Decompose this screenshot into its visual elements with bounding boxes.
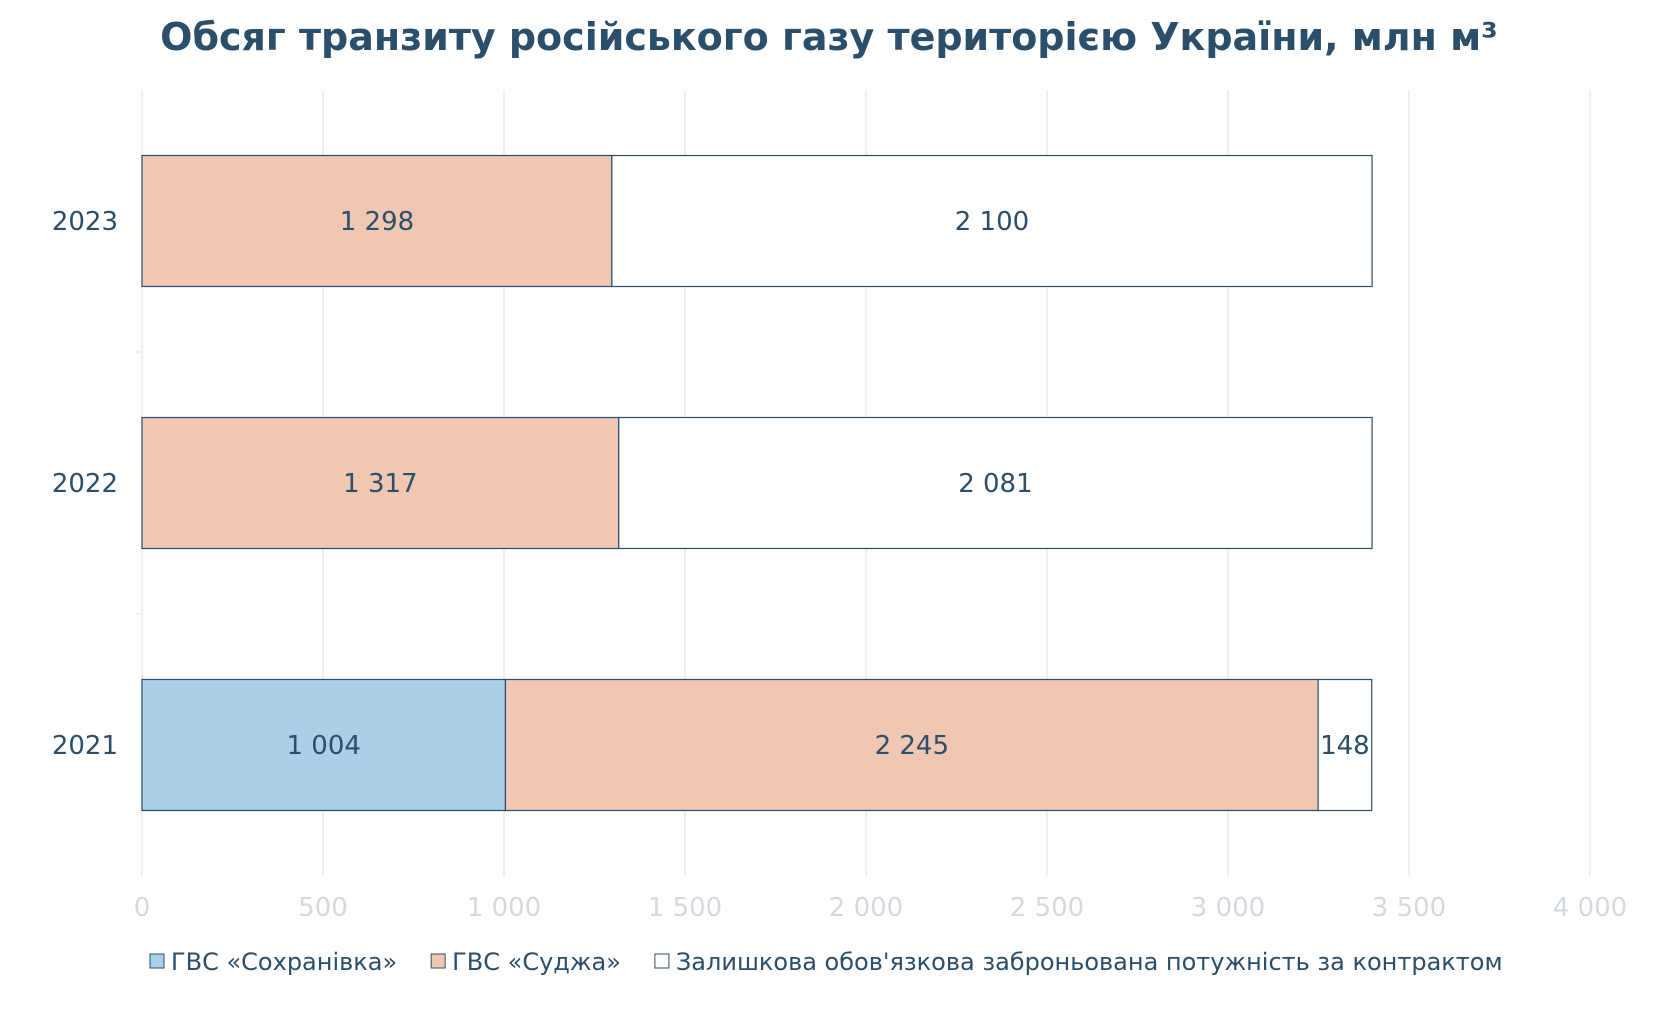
category-label-2023: 2023 — [52, 207, 118, 237]
data-label-2023-series-1: 1 298 — [340, 207, 414, 237]
category-label-2021: 2021 — [52, 731, 118, 761]
bar-2021-series-0 — [141, 678, 507, 812]
bar-2023-series-2 — [611, 154, 1373, 288]
legend-swatch-2 — [654, 953, 670, 969]
x-tick-label-5: 2 500 — [1010, 893, 1084, 923]
x-tick-label-0: 0 — [134, 893, 151, 923]
x-tick-label-7: 3 500 — [1372, 893, 1446, 923]
category-labels: 2023 2022 2021 — [52, 207, 118, 761]
legend-label-1: ГВС «Суджа» — [452, 948, 621, 976]
x-tick-label-4: 2 000 — [829, 893, 903, 923]
chart-title: Обсяг транзиту російського газу територі… — [160, 15, 1498, 59]
data-label-2021-series-2: 148 — [1320, 731, 1370, 761]
bars: 1 298 2 100 1 317 2 081 1 004 2 245 148 — [141, 154, 1373, 812]
x-tick-label-2: 1 000 — [467, 893, 541, 923]
legend-swatch-0 — [149, 953, 165, 969]
legend-label-2: Залишкова обов'язкова заброньована потуж… — [676, 948, 1503, 976]
data-label-2021-series-1: 2 245 — [875, 731, 949, 761]
x-tick-label-3: 1 500 — [648, 893, 722, 923]
legend: ГВС «Сохранівка» ГВС «Суджа» Залишкова обо… — [149, 948, 1503, 976]
category-label-2022: 2022 — [52, 469, 118, 499]
bar-2021-series-2 — [1317, 678, 1373, 812]
legend-label-0: ГВС «Сохранівка» — [171, 948, 397, 976]
x-tick-label-8: 4 000 — [1553, 893, 1627, 923]
bar-2022-series-2 — [618, 416, 1373, 550]
data-label-2021-series-0: 1 004 — [287, 731, 361, 761]
bar-2023-series-1 — [141, 154, 613, 288]
data-label-2022-series-2: 2 081 — [958, 469, 1032, 499]
data-label-2022-series-1: 1 317 — [343, 469, 417, 499]
bar-2021-series-1 — [504, 678, 1319, 812]
legend-swatch-1 — [430, 953, 446, 969]
x-tick-labels: 0 500 1 000 1 500 2 000 2 500 3 000 3 500 4 000 — [134, 893, 1627, 923]
bar-2022-series-1 — [141, 416, 620, 550]
data-label-2023-series-2: 2 100 — [955, 207, 1029, 237]
x-tick-label-6: 3 000 — [1191, 893, 1265, 923]
x-tick-label-1: 500 — [298, 893, 348, 923]
